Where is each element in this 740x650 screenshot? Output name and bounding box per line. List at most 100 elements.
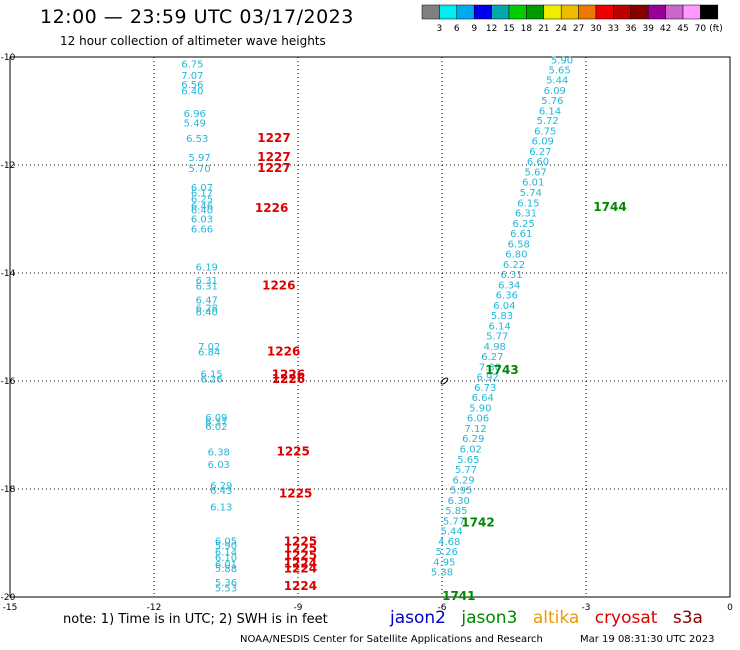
swh-label: 6.31	[196, 281, 218, 292]
colorbar-swatch	[421, 4, 440, 20]
colorbar-label: 42	[660, 24, 671, 34]
colorbar-swatch	[439, 4, 458, 20]
swh-label: 6.07	[191, 183, 213, 194]
colorbar-swatch	[665, 4, 684, 20]
colorbar-unit: (ft)	[709, 24, 723, 34]
pass-time-label: 1225	[284, 548, 317, 562]
swh-label: 4.68	[438, 537, 460, 548]
colorbar-swatch	[543, 4, 562, 20]
pass-time-label: 1741	[442, 589, 475, 603]
swh-label: 6.30	[448, 496, 470, 507]
pass-time-label: 1226	[267, 344, 300, 358]
colorbar-label: 45	[677, 24, 688, 34]
swh-label: 6.03	[208, 460, 230, 471]
pass-time-label: 1226	[272, 368, 305, 382]
colorbar-swatch	[491, 4, 510, 20]
pass-time-label: 1225	[284, 541, 317, 555]
swh-label: 6.15	[200, 369, 222, 380]
colorbar-label: 30	[590, 24, 602, 34]
swh-label: 6.25	[512, 219, 534, 230]
swh-label: 6.75	[181, 59, 203, 70]
swh-label: 5.95	[450, 486, 472, 497]
swh-label: 6.38	[208, 448, 230, 459]
colorbar-label: 24	[555, 24, 567, 34]
swh-label: 6.02	[205, 422, 227, 433]
pass-time-label: 1225	[284, 534, 317, 548]
y-tick-label: -16	[1, 377, 16, 387]
pass-time-label: 1227	[257, 150, 290, 164]
swh-label: 5.26	[436, 547, 458, 558]
pass-time-label: 1742	[461, 515, 494, 529]
plot-marks: 6.757.076.566.406.965.496.535.975.706.07…	[181, 56, 626, 603]
swh-label: 6.53	[186, 134, 208, 145]
footer-center: NOAA/NESDIS Center for Satellite Applica…	[240, 634, 543, 645]
swh-label: 6.09	[532, 137, 554, 148]
swh-label: 6.31	[500, 270, 522, 281]
x-tick-label: -9	[294, 603, 303, 613]
colorbar-swatch	[456, 4, 475, 20]
swh-label: 5.49	[184, 118, 206, 129]
legend-cryosat: cryosat	[594, 608, 658, 628]
swh-label: 6.40	[181, 86, 203, 97]
colorbar-swatch	[595, 4, 614, 20]
plot-grid	[10, 57, 730, 597]
pass-time-label: 1224	[284, 557, 317, 571]
swh-label: 6.15	[517, 198, 539, 209]
swh-label: 6.04	[493, 301, 515, 312]
swh-label: 5.53	[215, 583, 237, 594]
footer-timestamp: Mar 19 08:31:30 UTC 2023	[580, 634, 715, 645]
y-tick-label: -18	[1, 485, 16, 495]
swh-label: 5.85	[445, 506, 467, 517]
swh-label: 6.40	[191, 205, 213, 216]
swh-label: 6.26	[200, 374, 222, 385]
colorbar-swatch	[473, 4, 492, 20]
swh-label: 5.88	[215, 564, 237, 575]
swh-label: 6.09	[544, 86, 566, 97]
colorbar-swatch	[630, 4, 649, 20]
colorbar-swatch	[526, 4, 545, 20]
swh-label: 6.75	[534, 126, 556, 137]
x-tick-label: -6	[438, 603, 447, 613]
swh-label: 7.30	[479, 362, 501, 373]
colorbar-label: 6	[454, 24, 460, 34]
swh-label: 6.84	[198, 347, 220, 358]
swh-label: 5.44	[546, 76, 568, 87]
swh-label: 7.12	[464, 424, 486, 435]
swh-label: 6.14	[539, 106, 561, 117]
swh-label: 6.14	[488, 321, 510, 332]
swh-label: 6.14	[215, 548, 237, 559]
swh-label: 5.90	[469, 403, 491, 414]
swh-label: 5.74	[520, 188, 542, 199]
swh-label: 5.77	[443, 516, 465, 527]
swh-label: 5.44	[440, 527, 462, 538]
colorbar-swatch	[560, 4, 579, 20]
colorbar-label: 9	[471, 24, 477, 34]
footnote: note: 1) Time is in UTC; 2) SWH is in fe…	[63, 612, 328, 627]
swh-label: 6.28	[196, 304, 218, 315]
colorbar-label: 3	[437, 24, 443, 34]
x-tick-label: -12	[147, 603, 162, 613]
pass-time-label: 1224	[284, 579, 317, 593]
swh-label: 6.19	[196, 263, 218, 274]
swh-label: 6.37	[205, 418, 227, 429]
swh-label: 6.01	[215, 560, 237, 571]
page-title: 12:00 — 23:59 UTC 03/17/2023	[40, 6, 354, 28]
swh-label: 5.72	[536, 116, 558, 127]
colorbar-label: 18	[521, 24, 533, 34]
swh-label: 6.40	[196, 307, 218, 318]
swh-label: 7.02	[198, 342, 220, 353]
swh-label: 6.05	[215, 536, 237, 547]
satellite-legend: jason2 jason3 altika cryosat s3a	[390, 608, 713, 628]
plot-frame	[9, 56, 731, 598]
swh-label: 6.29	[462, 434, 484, 445]
axis-ticks: -15 -12 -9 -6 -3 0 -10 -12 -14 -16 -18 -20	[1, 53, 733, 613]
swh-label: 6.06	[467, 414, 489, 425]
swh-label: 6.56	[181, 80, 203, 91]
colorbar: 3 6 9 12 15 18 21 24 27 30 33 36 39 42 45 70 (ft)	[421, 4, 723, 34]
colorbar-label: 39	[642, 24, 654, 34]
colorbar-swatch	[508, 4, 527, 20]
y-tick-label: -14	[1, 269, 16, 279]
swh-label: 5.65	[457, 455, 479, 466]
swh-label: 6.02	[460, 445, 482, 456]
swh-label: 6.92	[476, 373, 498, 384]
